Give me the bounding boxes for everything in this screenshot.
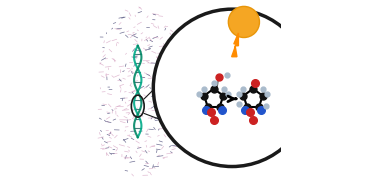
Polygon shape (232, 33, 239, 57)
Circle shape (228, 6, 259, 38)
Circle shape (153, 9, 311, 167)
